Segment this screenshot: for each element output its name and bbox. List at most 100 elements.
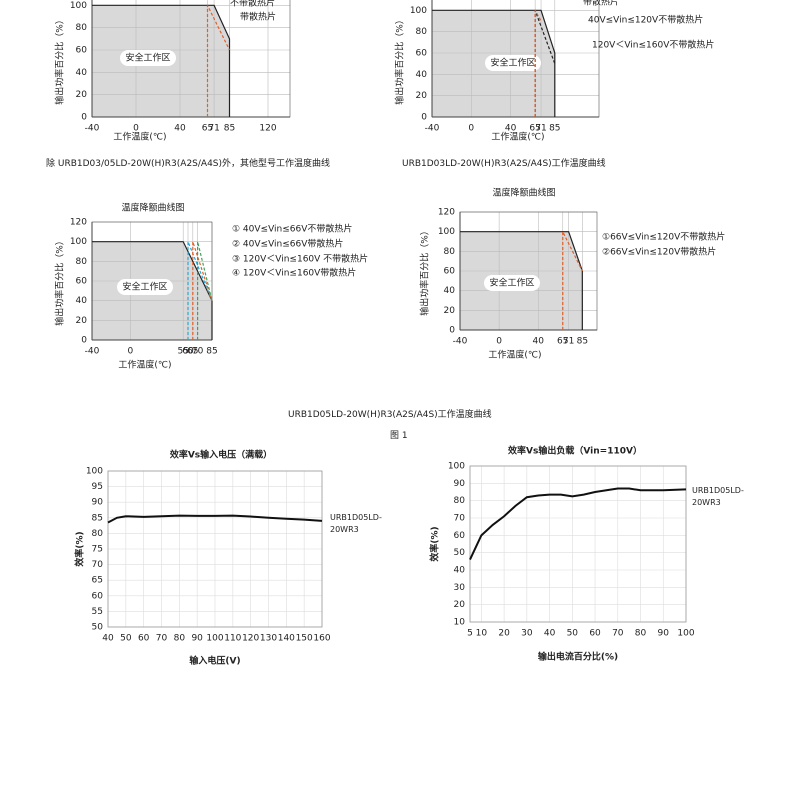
y-tick-label: 60 xyxy=(444,267,456,277)
x-tick-label: 0 xyxy=(133,124,139,134)
y-tick-label: 90 xyxy=(454,479,466,489)
x-tick-label: 120 xyxy=(259,124,276,134)
x-tick-label: 110 xyxy=(224,634,241,644)
series-line xyxy=(469,487,687,561)
y-tick-label: 40 xyxy=(416,70,428,80)
x-tick-label: -40 xyxy=(425,124,440,134)
series-line xyxy=(197,241,213,340)
safe-area-label: 安全工作区 xyxy=(489,277,534,289)
x-tick-label: 71 xyxy=(563,337,574,347)
frame xyxy=(91,0,291,118)
y-tick-label: 120 xyxy=(70,218,87,228)
x-tick-label: 40 xyxy=(544,629,556,639)
x-tick-label: 40 xyxy=(102,634,114,644)
x-tick-label: 71 xyxy=(208,124,219,134)
y-tick-label: 40 xyxy=(76,296,88,306)
x-tick-label: 65 xyxy=(529,124,540,134)
y-tick-label: 0 xyxy=(81,336,87,346)
series-line xyxy=(206,5,231,117)
y-tick-label: 70 xyxy=(92,560,104,570)
x-tick-label: 55 xyxy=(177,347,188,357)
x-tick-label: 5 xyxy=(467,629,473,639)
series-line xyxy=(432,9,556,117)
legend-entry: 120V＜Vin≤160V不带散热片 xyxy=(592,39,714,51)
chart-title: 温度降额曲线图 xyxy=(121,202,184,214)
legend-entry: URB1D05LD-20WR3 xyxy=(330,513,382,534)
x-tick-label: 50 xyxy=(567,629,579,639)
y-tick-label: 20 xyxy=(416,91,428,101)
y-tick-label: 50 xyxy=(92,623,104,633)
y-tick-label: 0 xyxy=(449,326,455,336)
series-line xyxy=(187,241,213,340)
x-tick-label: 60 xyxy=(182,347,194,357)
y-tick-label: 20 xyxy=(76,90,88,100)
x-tick-label: 120 xyxy=(242,634,259,644)
x-tick-label: 40 xyxy=(505,124,517,134)
y-tick-label: 120 xyxy=(438,208,455,218)
y-tick-label: 60 xyxy=(454,531,466,541)
chart-title: 温度降额曲线图 xyxy=(492,187,555,199)
x-tick-label: 0 xyxy=(128,347,134,357)
legend-entry: URB1D05LD-20WR3 xyxy=(692,486,744,507)
x-tick-label: 70 xyxy=(156,634,168,644)
x-tick-label: 10 xyxy=(476,629,488,639)
legend-entry: 不带散热片 xyxy=(230,0,275,9)
x-axis-label: 工作温度(℃) xyxy=(113,131,166,143)
x-tick-label: 85 xyxy=(549,124,560,134)
y-tick-label: 100 xyxy=(86,467,103,477)
chart-title: 效率Vs输入电压（满载） xyxy=(170,449,272,461)
y-tick-label: 80 xyxy=(454,496,466,506)
y-tick-label: 100 xyxy=(70,237,87,247)
x-tick-label: 150 xyxy=(296,634,313,644)
series-line xyxy=(562,231,583,330)
y-tick-label: 100 xyxy=(448,462,465,472)
y-tick-label: 20 xyxy=(444,306,456,316)
safe-area-box xyxy=(120,50,176,66)
x-tick-label: 0 xyxy=(468,124,474,134)
x-axis-label: 工作温度(℃) xyxy=(118,359,171,371)
y-tick-label: 10 xyxy=(454,618,466,628)
x-tick-label: 40 xyxy=(174,124,186,134)
x-tick-label: 60 xyxy=(138,634,150,644)
x-tick-label: 70 xyxy=(612,629,624,639)
y-tick-label: 100 xyxy=(438,227,455,237)
y-tick-label: 40 xyxy=(444,286,456,296)
y-tick-label: 40 xyxy=(76,68,88,78)
series-line xyxy=(92,4,231,117)
y-tick-label: 0 xyxy=(421,113,427,123)
legend-entry: ①66V≤Vin≤120V不带散热片 xyxy=(602,231,725,243)
caption: 除 URB1D03/05LD-20W(H)R3(A2S/A4S)外，其他型号工作… xyxy=(46,159,331,169)
safe-area-label: 安全工作区 xyxy=(125,52,170,64)
legend-entry: ② 40V≤Vin≤66V带散热片 xyxy=(232,238,343,250)
y-tick-label: 80 xyxy=(416,27,428,37)
y-tick-label: 60 xyxy=(76,46,88,56)
x-axis-label: 工作温度(℃) xyxy=(488,349,541,361)
y-tick-label: 40 xyxy=(454,566,466,576)
y-axis-label: 效率(%) xyxy=(74,531,86,566)
series-line xyxy=(534,10,542,117)
safe-area-box xyxy=(485,55,541,71)
y-tick-label: 60 xyxy=(76,277,88,287)
x-tick-label: 130 xyxy=(260,634,277,644)
x-tick-label: 140 xyxy=(278,634,295,644)
x-tick-label: 65 xyxy=(187,347,198,357)
x-tick-label: 0 xyxy=(496,337,502,347)
y-tick-label: 75 xyxy=(92,545,103,555)
legend-entry: 40V≤Vin≤120V不带散热片 xyxy=(588,14,703,26)
y-tick-label: 55 xyxy=(92,607,103,617)
x-tick-label: 85 xyxy=(577,337,588,347)
series-line xyxy=(92,241,213,340)
safe-area-label: 安全工作区 xyxy=(490,57,535,69)
x-tick-label: 100 xyxy=(677,629,694,639)
series-line xyxy=(192,241,213,340)
x-tick-label: 60 xyxy=(589,629,601,639)
x-tick-label: 90 xyxy=(191,634,203,644)
y-axis-label: 输出功率百分比（%） xyxy=(54,236,66,326)
x-tick-label: 70 xyxy=(192,347,204,357)
frame xyxy=(431,0,600,118)
x-tick-label: 65 xyxy=(557,337,568,347)
caption: 图 1 xyxy=(390,431,408,441)
y-tick-label: 80 xyxy=(444,247,456,257)
